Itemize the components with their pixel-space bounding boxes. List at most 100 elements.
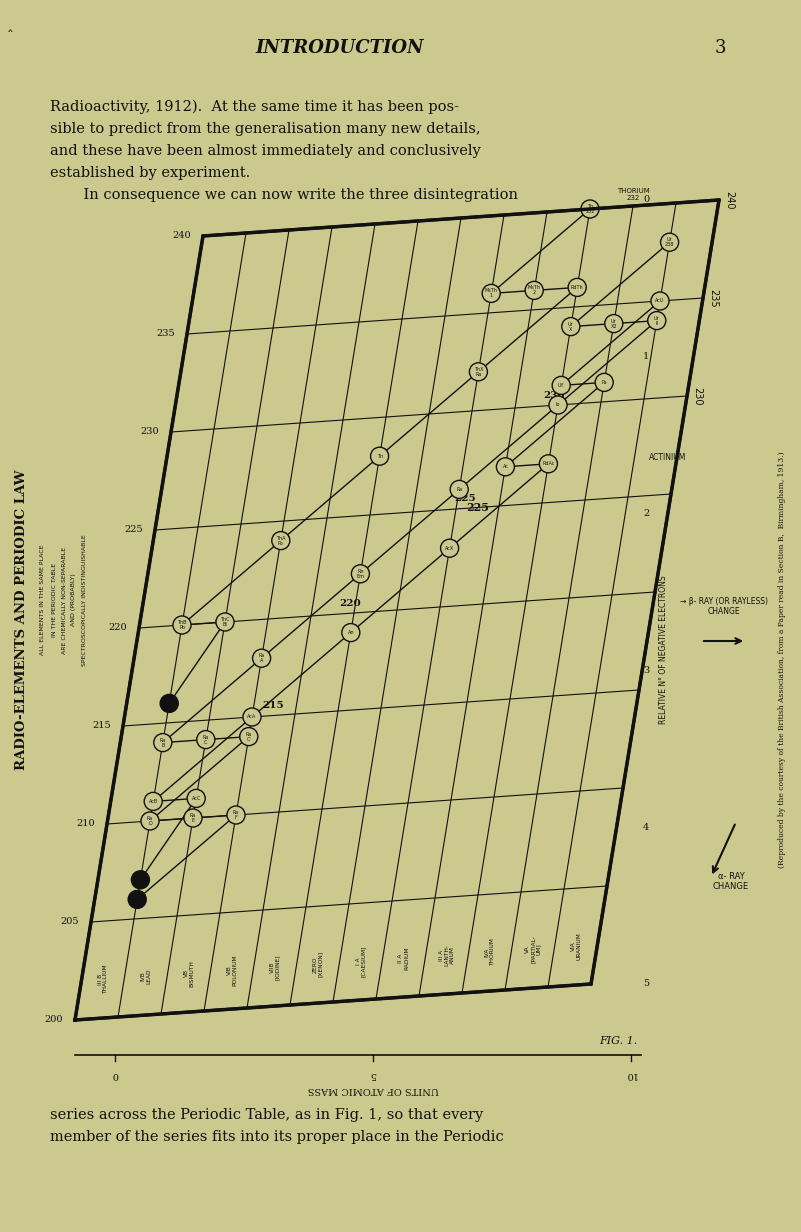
Text: Tn: Tn xyxy=(376,453,383,458)
Circle shape xyxy=(549,395,567,414)
Circle shape xyxy=(605,314,623,333)
Text: Po: Po xyxy=(278,541,284,546)
Text: 220: 220 xyxy=(339,599,360,609)
Circle shape xyxy=(154,733,172,752)
Circle shape xyxy=(651,292,669,310)
Text: 215: 215 xyxy=(92,722,111,731)
Text: II: II xyxy=(655,320,658,325)
Text: VIA
URANIUM: VIA URANIUM xyxy=(570,933,582,960)
Text: ‸: ‸ xyxy=(8,18,13,32)
Text: D: D xyxy=(148,821,152,825)
Text: Ac: Ac xyxy=(502,464,509,469)
Text: ARE CHEMICALLY NON-SEPARABLE: ARE CHEMICALLY NON-SEPARABLE xyxy=(62,547,66,653)
Text: MsTh: MsTh xyxy=(528,286,541,291)
Text: Ra: Ra xyxy=(233,809,239,816)
Text: Ur: Ur xyxy=(654,315,659,320)
Text: ZERO
[XENON]: ZERO [XENON] xyxy=(312,951,324,977)
Text: E: E xyxy=(191,818,195,823)
Text: C': C' xyxy=(247,737,252,742)
Circle shape xyxy=(197,731,215,749)
Text: Ra: Ra xyxy=(203,734,209,739)
Text: THORIUM
232: THORIUM 232 xyxy=(617,188,650,201)
Text: established by experiment.: established by experiment. xyxy=(50,166,250,180)
Text: sible to predict from the generalisation many new details,: sible to predict from the generalisation… xyxy=(50,122,481,136)
Circle shape xyxy=(243,708,261,726)
Text: member of the series fits into its proper place in the Periodic: member of the series fits into its prope… xyxy=(50,1130,504,1145)
Text: 200: 200 xyxy=(45,1015,63,1025)
Text: Ra: Ra xyxy=(147,816,153,821)
Text: 1: 1 xyxy=(643,352,649,361)
Circle shape xyxy=(469,362,488,381)
Text: 0: 0 xyxy=(643,196,649,205)
Text: (Reproduced by the courtesy of the British Association, from a Paper read in Sec: (Reproduced by the courtesy of the Briti… xyxy=(778,452,786,869)
Text: 232: 232 xyxy=(586,209,594,214)
Circle shape xyxy=(160,695,179,712)
Text: 230: 230 xyxy=(692,387,702,405)
Text: ThC: ThC xyxy=(220,617,230,622)
Text: 230: 230 xyxy=(543,392,565,400)
Text: 215: 215 xyxy=(263,701,284,711)
Text: VIIB
[IODINE]: VIIB [IODINE] xyxy=(269,955,280,981)
Text: UNITS OF ATOMIC MASS: UNITS OF ATOMIC MASS xyxy=(308,1085,439,1094)
Text: 3: 3 xyxy=(643,667,649,675)
Circle shape xyxy=(144,792,163,811)
Text: 235: 235 xyxy=(708,288,718,307)
Text: In consequence we can now write the three disintegration: In consequence we can now write the thre… xyxy=(65,188,518,202)
Text: 225: 225 xyxy=(124,526,143,535)
Text: AcC: AcC xyxy=(191,796,201,801)
Circle shape xyxy=(187,790,205,807)
Text: 220: 220 xyxy=(108,623,127,632)
Text: 5: 5 xyxy=(643,979,649,988)
Circle shape xyxy=(252,649,271,668)
Text: AcX: AcX xyxy=(445,546,454,551)
Text: Ur: Ur xyxy=(568,322,574,326)
Text: Bi: Bi xyxy=(223,622,227,627)
Text: AcU: AcU xyxy=(655,298,665,303)
Text: Ra: Ra xyxy=(246,732,252,737)
Text: INTRODUCTION: INTRODUCTION xyxy=(256,39,425,57)
Text: ThX: ThX xyxy=(473,367,483,372)
Text: A: A xyxy=(260,658,264,663)
Circle shape xyxy=(441,540,459,557)
Text: VIB
POLONIUM: VIB POLONIUM xyxy=(227,955,237,986)
Text: 230: 230 xyxy=(140,428,159,436)
Circle shape xyxy=(595,373,614,392)
Text: SPECTROSCOPICALLY INDISTINGUISHABLE: SPECTROSCOPICALLY INDISTINGUISHABLE xyxy=(82,535,87,665)
Text: ACTINIUM: ACTINIUM xyxy=(650,453,686,462)
Text: 2: 2 xyxy=(643,509,649,519)
Text: ALL ELEMENTS IN THE SAME PLACE: ALL ELEMENTS IN THE SAME PLACE xyxy=(39,545,45,655)
Text: Ra: Ra xyxy=(456,487,462,492)
Text: AcA: AcA xyxy=(248,715,256,719)
Text: Pb: Pb xyxy=(179,625,185,630)
Text: 0: 0 xyxy=(112,1071,118,1079)
Circle shape xyxy=(141,812,159,830)
Text: Ra: Ra xyxy=(259,653,264,658)
Text: RdTh: RdTh xyxy=(571,285,583,290)
Text: → β- RAY (OR RAYLESS)
CHANGE: → β- RAY (OR RAYLESS) CHANGE xyxy=(680,596,768,616)
Text: 225: 225 xyxy=(454,494,476,504)
Circle shape xyxy=(227,806,245,824)
Text: Th: Th xyxy=(587,205,593,209)
Text: VB
BISMUTH: VB BISMUTH xyxy=(183,960,195,987)
Text: Ra: Ra xyxy=(190,813,196,818)
Text: 5: 5 xyxy=(370,1071,376,1079)
Text: 2: 2 xyxy=(533,291,536,296)
Text: ThB: ThB xyxy=(177,620,187,625)
Circle shape xyxy=(131,871,150,888)
Text: 205: 205 xyxy=(61,918,79,926)
Text: III A
LANTH-
ANUM: III A LANTH- ANUM xyxy=(439,944,455,966)
Text: II A
RADIUM: II A RADIUM xyxy=(399,946,409,970)
Text: VA
[PARTIAL-
UM]: VA [PARTIAL- UM] xyxy=(525,935,541,963)
Circle shape xyxy=(342,623,360,642)
Circle shape xyxy=(482,285,501,302)
Text: 225: 225 xyxy=(466,501,489,513)
Text: Radioactivity, 1912).  At the same time it has been pos-: Radioactivity, 1912). At the same time i… xyxy=(50,100,459,115)
Circle shape xyxy=(552,376,570,394)
Text: Ra: Ra xyxy=(475,372,481,377)
Circle shape xyxy=(539,455,557,473)
Text: MsTh: MsTh xyxy=(485,288,497,293)
Text: An: An xyxy=(348,630,354,636)
Text: 4: 4 xyxy=(643,823,649,832)
Text: Ra: Ra xyxy=(159,738,166,743)
Circle shape xyxy=(562,318,580,335)
